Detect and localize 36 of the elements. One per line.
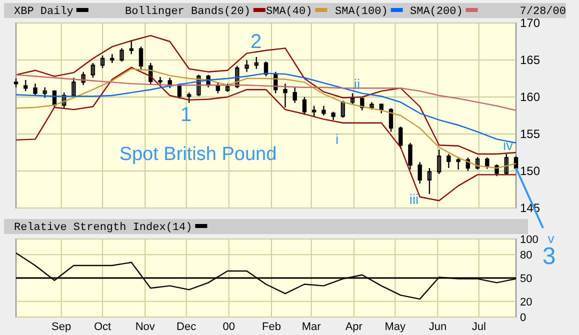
legend-label: SMA(100) — [335, 6, 388, 18]
y-tick-label: 165 — [520, 53, 540, 68]
text: 7/28/00 — [520, 6, 566, 18]
legend-label: SMA(200) — [410, 6, 463, 18]
x-tick-label: Nov — [135, 321, 156, 333]
x-tick-label: Sep — [52, 321, 72, 333]
y-tick-label: 170 — [520, 16, 540, 30]
x-tick-label: Mar — [302, 321, 322, 333]
y-tick-label: 100 — [520, 234, 538, 246]
x-tick-label: Oct — [94, 321, 112, 333]
annotation: 1 — [180, 104, 192, 126]
y-tick-label: 50 — [520, 272, 532, 285]
legend-label: Relative Strength Index(14) — [14, 222, 192, 234]
annotation: i — [335, 131, 339, 147]
annotation: iv — [502, 137, 514, 153]
x-tick-label: May — [384, 321, 406, 333]
y-tick-label: 160 — [520, 90, 540, 104]
y-tick-label: 20 — [520, 296, 532, 308]
legend-label: Bollinger Bands(20) — [125, 6, 250, 18]
annotation: Spot British Pound — [119, 144, 277, 165]
y-tick-label: 155 — [520, 127, 540, 142]
x-tick-label: 00 — [222, 321, 236, 333]
x-tick-label: Apr — [345, 321, 363, 333]
x-tick-label: Feb — [262, 321, 281, 333]
x-tick-label: Dec — [176, 321, 197, 333]
y-tick-label: 0 — [520, 312, 526, 324]
y-tick-label: 150 — [520, 164, 540, 178]
y-tick-label: 80 — [520, 249, 532, 262]
text: 3 — [542, 243, 556, 270]
text: v — [548, 231, 555, 246]
legend-label: XBP Daily — [14, 6, 74, 18]
x-tick-label: Jun — [428, 321, 447, 333]
annotation: iii — [409, 191, 419, 207]
x-tick-label: Jul — [472, 321, 486, 333]
annotation: 2 — [250, 31, 262, 53]
legend-label: SMA(40) — [266, 6, 312, 18]
